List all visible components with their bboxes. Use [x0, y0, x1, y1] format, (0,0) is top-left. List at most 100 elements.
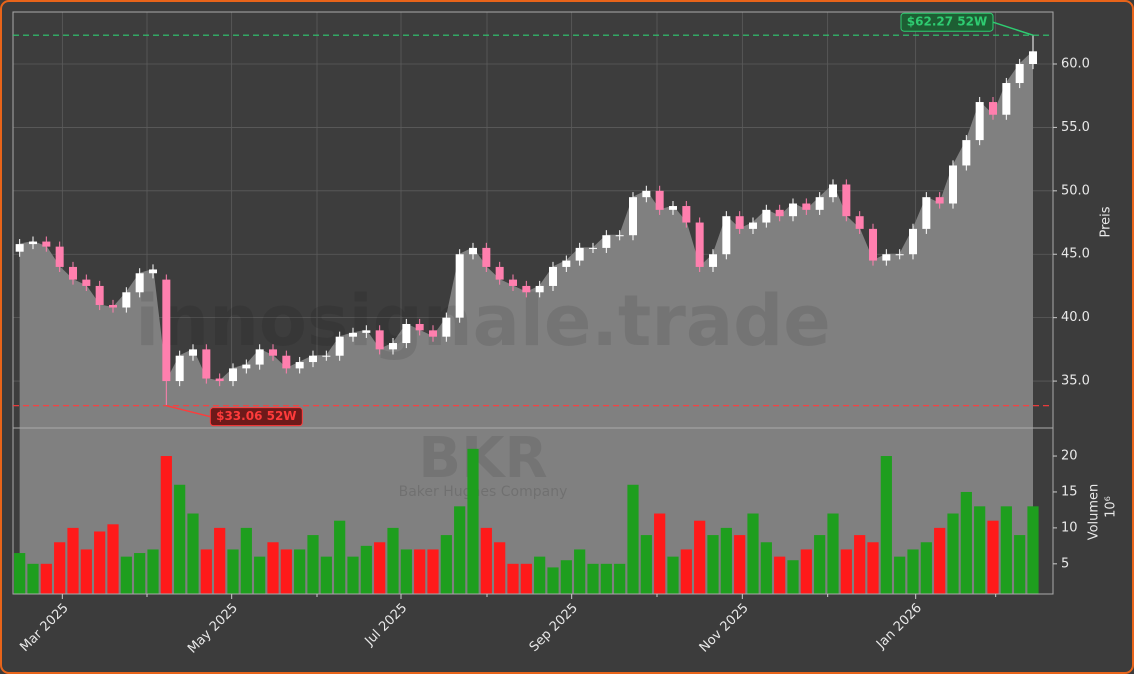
candle-body [869, 228, 877, 261]
volume-bar [134, 553, 146, 594]
volume-bar [387, 527, 399, 594]
volume-bar [720, 527, 732, 594]
candle-body [375, 330, 384, 350]
candle-body [109, 304, 117, 308]
watermark-symbol: BKR [418, 426, 547, 491]
candle-body [415, 324, 424, 331]
volume-border [12, 427, 1054, 595]
volume-bar [174, 484, 186, 594]
candle-body [522, 285, 531, 293]
volume-bar [560, 560, 572, 594]
volume-bar [334, 520, 346, 594]
candle-body [909, 228, 917, 255]
volume-bar [960, 491, 972, 594]
y-tick-label: 35.0 [1061, 374, 1090, 389]
candle-body [1015, 64, 1024, 84]
volume-bar [374, 542, 386, 594]
volume-bar [440, 535, 452, 594]
volume-bar [627, 484, 639, 594]
candle-body [255, 349, 264, 365]
volume-axis-label: Volumen [1087, 484, 1102, 541]
volume-bar [787, 560, 799, 594]
y-axis-label: Preis [1099, 206, 1114, 237]
candle-body [82, 279, 91, 286]
candle-body [682, 206, 691, 223]
volume-bar [800, 549, 812, 594]
volume-bar [27, 563, 39, 594]
volume-bar [160, 456, 172, 594]
candle-body [535, 285, 544, 293]
volume-bar [520, 563, 532, 594]
volume-bar [534, 556, 546, 594]
volume-bar [640, 535, 652, 594]
candle-body [69, 266, 77, 280]
annotation-label: $62.27 52W [907, 15, 987, 29]
candle-body [589, 247, 597, 249]
volume-bar [80, 549, 92, 594]
volume-bar [280, 549, 292, 594]
candle-body [149, 269, 157, 274]
y-tick-label: 50.0 [1061, 183, 1090, 198]
annotation-label: $33.06 52W [216, 409, 296, 423]
candle-body [695, 222, 704, 267]
volume-bar [254, 556, 266, 594]
candle-body [842, 184, 851, 217]
candle-body [335, 336, 344, 356]
volume-bar [400, 549, 412, 594]
volume-bar [574, 549, 586, 594]
volume-bar [294, 549, 306, 594]
volume-bar [814, 535, 826, 594]
annotation-box [209, 407, 303, 427]
candle-body [549, 266, 557, 286]
candle-body [269, 349, 277, 356]
candle-body [775, 209, 784, 217]
volume-tick-label: 5 [1061, 556, 1069, 571]
volume-bar [867, 542, 879, 594]
candle-body [975, 102, 984, 141]
volume-bar [614, 563, 626, 594]
volume-bar [347, 556, 359, 594]
candle-body [202, 349, 211, 379]
volume-bar [67, 527, 79, 594]
candle-body [509, 279, 517, 286]
watermark-site: innosignale.trade [135, 280, 830, 362]
candle-body [602, 235, 611, 248]
candle-body [629, 197, 637, 236]
candle-body [389, 343, 397, 350]
volume-bar [1000, 506, 1012, 594]
volume-bar [120, 556, 132, 594]
volume-bar [214, 527, 226, 594]
candle-body [642, 190, 651, 198]
candle-body [175, 355, 184, 382]
candle-body [895, 254, 904, 256]
volume-bar [507, 563, 519, 594]
candle-body [349, 332, 357, 337]
candle-body [1002, 83, 1011, 115]
volume-bar [934, 527, 946, 594]
candle-body [215, 378, 224, 382]
candle-body [309, 355, 317, 363]
volume-bar [987, 520, 999, 594]
volume-bar [320, 556, 332, 594]
volume-bar [774, 556, 786, 594]
volume-bar [147, 549, 159, 594]
candle-body [162, 279, 171, 382]
volume-bar [54, 542, 66, 594]
volume-bar [200, 549, 212, 594]
volume-bar [107, 524, 119, 594]
candle-body [1029, 51, 1037, 64]
volume-bar [920, 542, 932, 594]
y-tick-label: 40.0 [1061, 310, 1090, 325]
candle-body [962, 140, 971, 166]
volume-bar [1014, 535, 1026, 594]
volume-bar [667, 556, 679, 594]
candle-body [815, 197, 824, 210]
volume-bar [734, 535, 746, 594]
volume-scale-label: 10⁶ [1104, 496, 1119, 518]
volume-bar [947, 513, 959, 594]
volume-bar [894, 556, 906, 594]
candle-body [562, 260, 571, 267]
volume-bar [427, 549, 439, 594]
